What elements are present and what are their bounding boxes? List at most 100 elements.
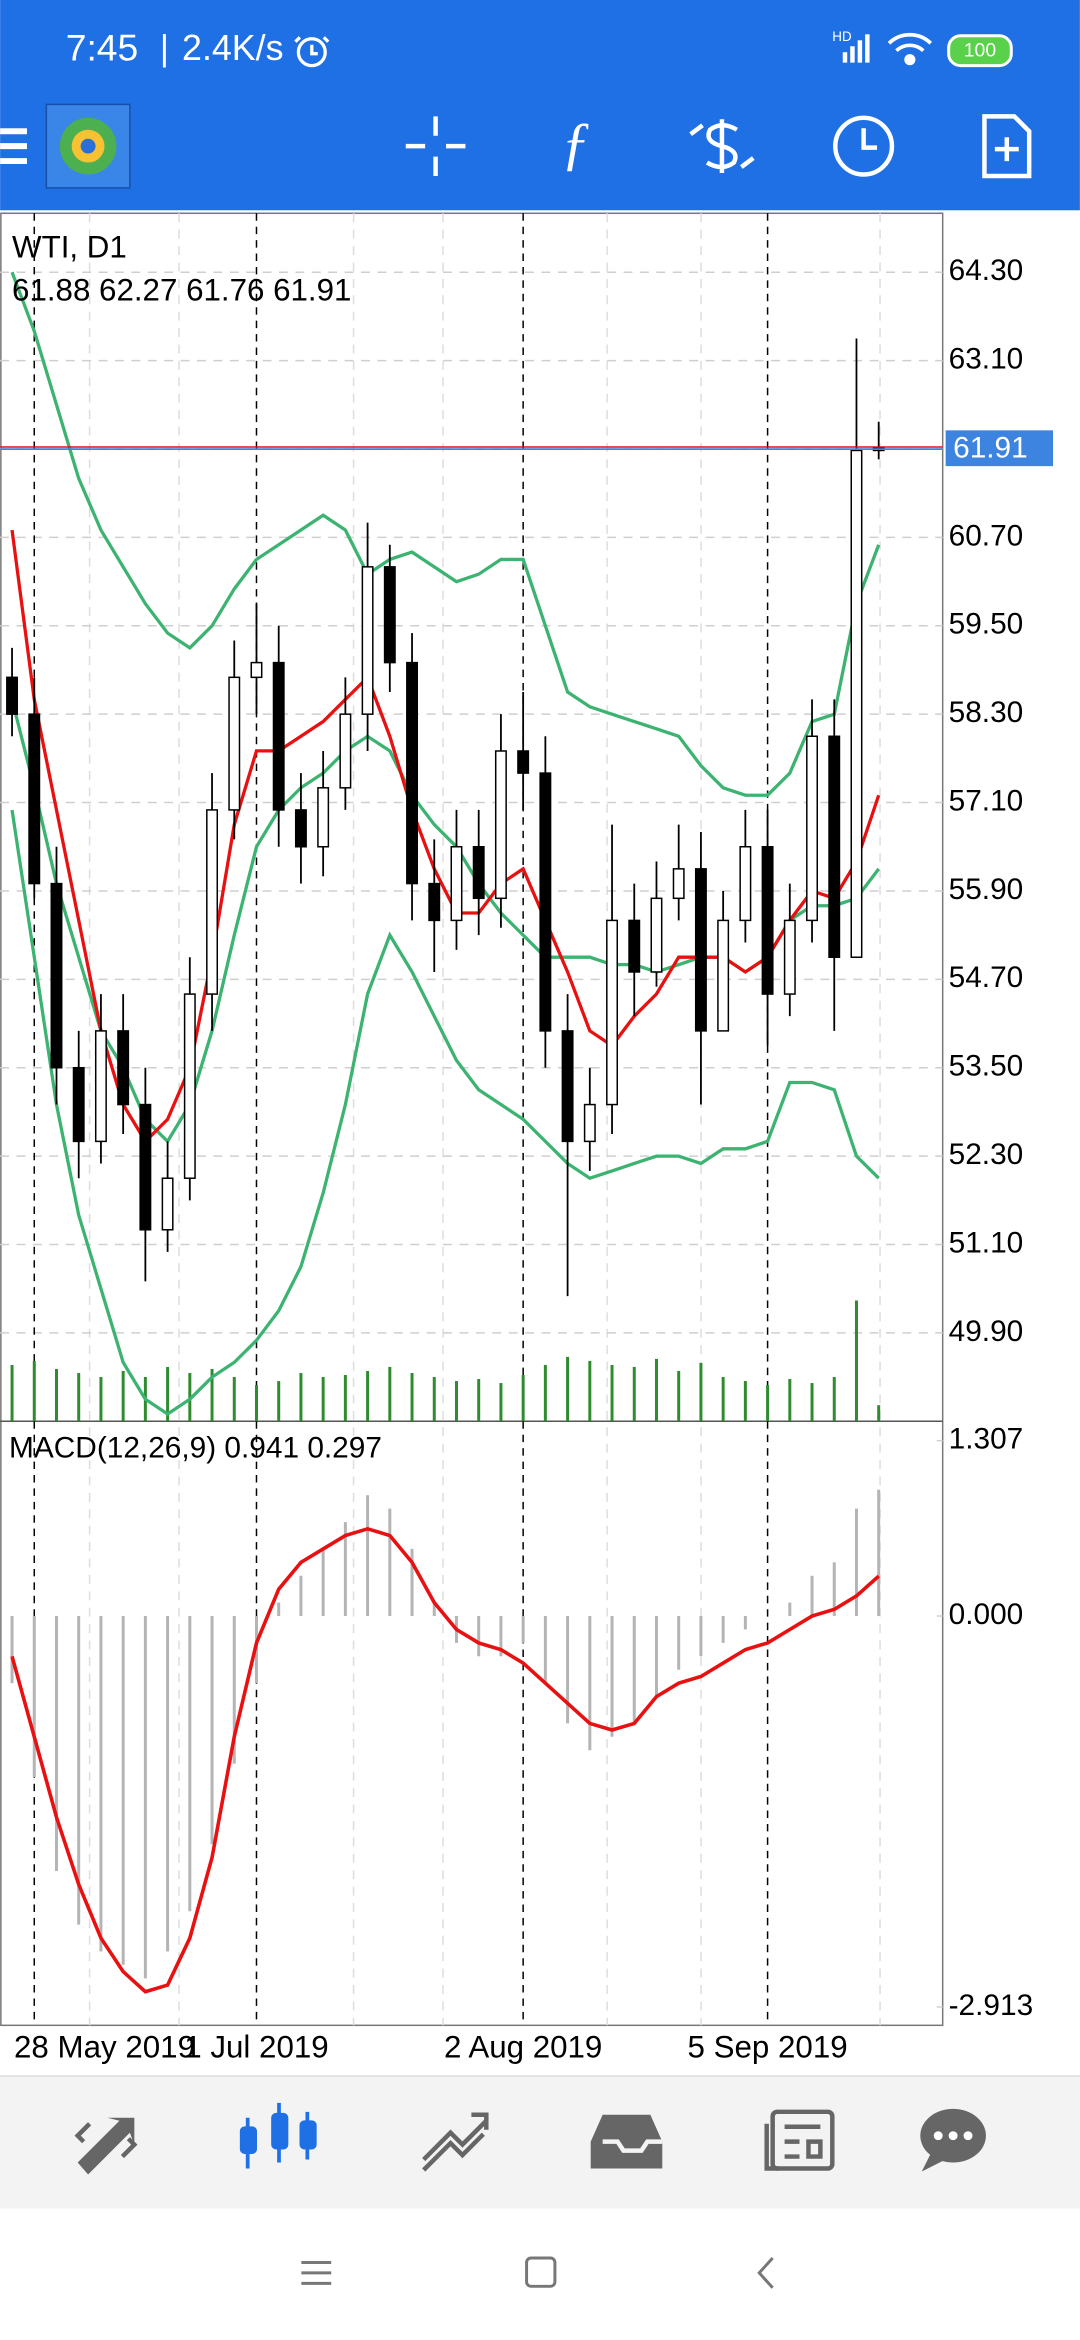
y-tick-label: 51.10 [949,1226,1024,1259]
home-button[interactable] [525,2256,557,2288]
volume-bar [477,1379,481,1422]
volume-bar [366,1370,370,1422]
clock: 7:45 [66,27,139,69]
indicators-button[interactable]: ƒ [561,110,591,176]
candle-body [783,919,796,995]
y-tick-label: 49.90 [949,1315,1024,1348]
volume-bar [854,1300,858,1422]
candle-body [183,993,196,1179]
chart-frame [0,212,944,2027]
volume-bar [810,1383,814,1422]
y-tick-label: 63.10 [949,342,1024,375]
separator: | [160,28,169,68]
candle-body [94,1030,107,1143]
app-icon[interactable] [45,103,131,189]
volume-bar [388,1366,392,1422]
candle-body [739,846,752,922]
volume-bar [410,1372,414,1422]
svg-text:HD: HD [832,29,852,44]
trade-button[interactable] [689,119,755,174]
candle-body [139,1103,152,1231]
chart-tab[interactable] [239,2102,317,2169]
indicator-line [10,271,881,797]
candle-body [472,846,485,900]
candle-body [761,846,774,995]
y-tick-label: 0.000 [949,1598,1024,1631]
menu-button[interactable] [0,128,27,165]
current-price-label: 61.91 [953,432,1028,465]
signal-icon: HD [832,29,870,63]
candle-body [717,919,730,1032]
back-button[interactable] [757,2256,774,2289]
quotes-tab[interactable] [74,2117,138,2175]
volume-bar [77,1372,81,1422]
indicator-line [10,809,880,1416]
tab-bar [0,2076,1080,2209]
new-order-button[interactable] [982,114,1032,179]
candle-body [583,1103,596,1143]
volume-bar [654,1358,658,1422]
candle-body [428,882,441,922]
y-tick-label: 1.307 [949,1423,1024,1456]
candle-body [317,787,330,848]
recents-button[interactable] [301,2260,332,2285]
candle-body [272,661,285,811]
volume-bar [232,1377,236,1422]
y-tick-label: 60.70 [949,519,1024,552]
candle-body [494,750,507,900]
indicator-line [10,529,881,1145]
system-nav [0,2208,1080,2340]
volume-bar [432,1377,436,1422]
candle-body [361,566,374,715]
chart-title: WTI, D1 [12,229,127,264]
volume-bar [321,1377,325,1422]
candle-body [206,809,219,995]
volume-bar [254,1385,258,1422]
y-tick-label: -2.913 [949,1989,1034,2022]
candle-body [383,566,396,664]
volume-bar [99,1377,103,1422]
wifi-icon [887,32,933,66]
volume-bar [788,1379,792,1422]
x-tick-label: 2 Aug 2019 [444,2029,602,2064]
y-tick-label: 54.70 [949,961,1024,994]
volume-bar [210,1368,214,1422]
x-tick-label: 5 Sep 2019 [688,2029,848,2064]
current-price-box [945,430,1054,467]
volume-bar [610,1364,614,1422]
trade-tab[interactable] [422,2112,489,2172]
news-tab[interactable] [764,2109,835,2171]
volume-bar [566,1356,570,1422]
history-tab[interactable] [590,2114,663,2169]
volume-bar [699,1362,703,1422]
chat-tab[interactable] [920,2108,986,2172]
candle-body [6,676,19,715]
volume-bar [54,1368,58,1422]
volume-bar [877,1405,881,1422]
battery-level: 100 [964,40,997,62]
candle-body [650,897,663,973]
volume-bar [299,1372,303,1422]
period-button[interactable] [833,115,895,177]
signal-line [10,1526,880,1994]
volume-bar [121,1370,125,1422]
candle-body [117,1030,130,1106]
candle-body [339,713,352,789]
y-tick-label: 64.30 [949,254,1024,287]
candle-body [672,868,685,900]
volume-bar [343,1374,347,1422]
crosshair-button[interactable] [405,116,466,176]
y-tick-label: 55.90 [949,873,1024,906]
candle-body [294,809,307,848]
volume-bar [632,1366,636,1422]
volume-bar [677,1370,681,1422]
volume-bar [32,1360,36,1422]
candle-body [72,1066,85,1143]
y-tick-label: 52.30 [949,1138,1024,1171]
candle-body [850,449,863,958]
volume-bar [721,1377,725,1422]
y-tick-label: 53.50 [949,1050,1024,1083]
alarm-icon [294,36,330,68]
